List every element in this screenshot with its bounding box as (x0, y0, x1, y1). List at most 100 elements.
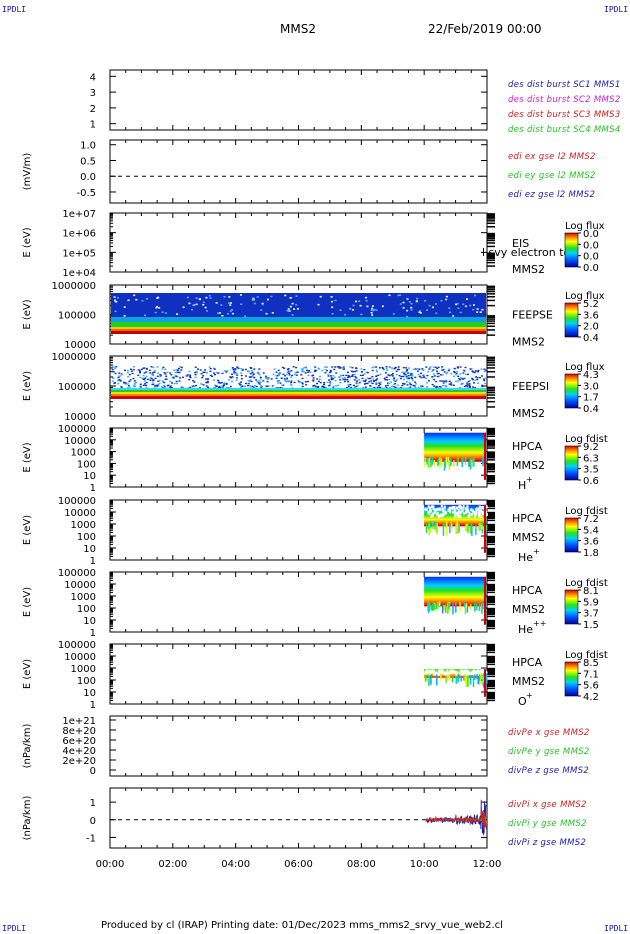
spectrogram-gap (437, 507, 440, 511)
spectrogram-speck (437, 603, 440, 608)
spectrogram-speck (369, 385, 372, 388)
spectrogram-speck (279, 382, 282, 384)
spectrogram-gap (476, 670, 479, 674)
spectrogram-gap (455, 673, 458, 677)
spectrogram-speck (326, 381, 329, 384)
colorbar-tick-label: 0.0 (583, 263, 599, 274)
spectrogram-speck (198, 387, 201, 389)
spectrogram-speck (324, 368, 327, 371)
spectrogram-speck (149, 379, 152, 381)
spectrogram-gap (425, 507, 428, 511)
spectrogram-speck (391, 385, 394, 388)
spectrogram-speck (318, 368, 321, 370)
spectrogram-speck (405, 367, 408, 369)
spectrogram-speck (176, 375, 179, 378)
spectrogram-speck (339, 379, 342, 381)
spectrogram-speck (126, 387, 129, 389)
spectrogram-speck (472, 458, 475, 468)
colorbar-title: Log flux (565, 291, 605, 302)
spectrogram-speck (113, 296, 116, 298)
spectrogram-band (424, 434, 486, 436)
spectrogram-gap (439, 507, 442, 511)
spectrogram-speck (132, 366, 135, 368)
spectrogram-speck (217, 386, 220, 389)
spectrogram-image (111, 366, 487, 399)
spectrogram-gap (477, 669, 480, 673)
spectrogram-speck (253, 387, 256, 389)
y-tick-label: 6e+20 (62, 736, 96, 747)
spectrogram-speck (481, 385, 484, 388)
spectrogram-speck (338, 366, 341, 368)
spectrogram-speck (371, 307, 374, 310)
spectrogram-speck (218, 312, 221, 314)
spectrogram-speck (441, 366, 444, 368)
spectrogram-speck (186, 374, 189, 376)
spectrogram-speck (313, 384, 316, 387)
spectrogram-speck (434, 366, 437, 369)
spectrogram-gap (449, 669, 452, 673)
spectrogram-speck (448, 368, 451, 370)
spectrogram-gap (464, 669, 467, 673)
instrument-label: HPCA (512, 512, 543, 525)
spectrogram-speck (468, 383, 471, 385)
spectrogram-gap (428, 669, 431, 673)
spectrogram-speck (391, 367, 394, 369)
spectrogram-band (424, 586, 486, 588)
spectrogram-speck (321, 369, 324, 372)
spectrogram-speck (146, 378, 149, 381)
spectrogram-speck (139, 386, 142, 388)
spectrogram-speck (207, 387, 210, 389)
spectrogram-speck (427, 459, 429, 468)
spectrogram-speck (468, 384, 471, 387)
spectrogram-speck (307, 374, 310, 376)
spectrogram-band (424, 591, 486, 593)
spectrogram-speck (419, 310, 422, 312)
spectrogram-speck (217, 380, 220, 383)
series-legend-label: divPi z gse MMS2 (508, 838, 586, 848)
spectrogram-speck (129, 368, 132, 370)
spectrogram-speck (276, 374, 279, 377)
spectrogram-speck (331, 300, 334, 303)
spectrogram-speck (264, 377, 267, 379)
spectrogram-speck (223, 370, 226, 372)
spectrogram-speck (328, 371, 331, 374)
spectrogram-speck (429, 366, 432, 368)
spectrogram-speck (161, 368, 164, 370)
spectrogram-speck (304, 381, 307, 383)
colorbar (564, 302, 579, 338)
y-tick-label: 100 (77, 459, 96, 470)
spectrogram-speck (218, 372, 221, 375)
spectrogram-speck (404, 373, 407, 376)
panel-feepsi: 1000000 100000 10000 E (eV) FEEPSI MMS2 Log fl… (22, 352, 605, 423)
colorbar-tick-label: 1.8 (583, 548, 599, 559)
spectrogram-band (111, 293, 486, 317)
spectrogram-speck (170, 374, 173, 376)
spectrogram-speck (400, 387, 403, 389)
colorbar-tick-label: 7.2 (583, 514, 599, 525)
spectrogram-band (111, 329, 486, 331)
spectrogram-speck (142, 374, 145, 377)
spectrogram-speck (339, 366, 342, 369)
spectrogram-speck (481, 525, 483, 530)
spectrogram-gap (447, 508, 450, 512)
spectrogram-speck (323, 386, 326, 389)
spectrogram-speck (155, 384, 158, 387)
spectrogram-speck (419, 312, 422, 314)
spectrogram-speck (378, 384, 381, 387)
spectrogram-speck (286, 380, 289, 383)
spectrogram-speck (247, 370, 250, 373)
spectrogram-speck (290, 380, 293, 382)
spectrogram-speck (288, 372, 291, 374)
spectrogram-speck (295, 304, 298, 306)
spectrogram-speck (114, 367, 117, 370)
spectrogram-speck (372, 309, 375, 312)
series-legend-label: divPi x gse MMS2 (508, 800, 587, 810)
spectrogram-speck (464, 674, 466, 682)
spectrogram-speck (467, 373, 470, 376)
spectrogram-speck (214, 384, 217, 386)
spectrogram-speck (445, 675, 447, 684)
spectrogram-speck (149, 372, 152, 374)
spectrogram-speck (389, 366, 392, 369)
spectrogram-speck (362, 380, 365, 382)
